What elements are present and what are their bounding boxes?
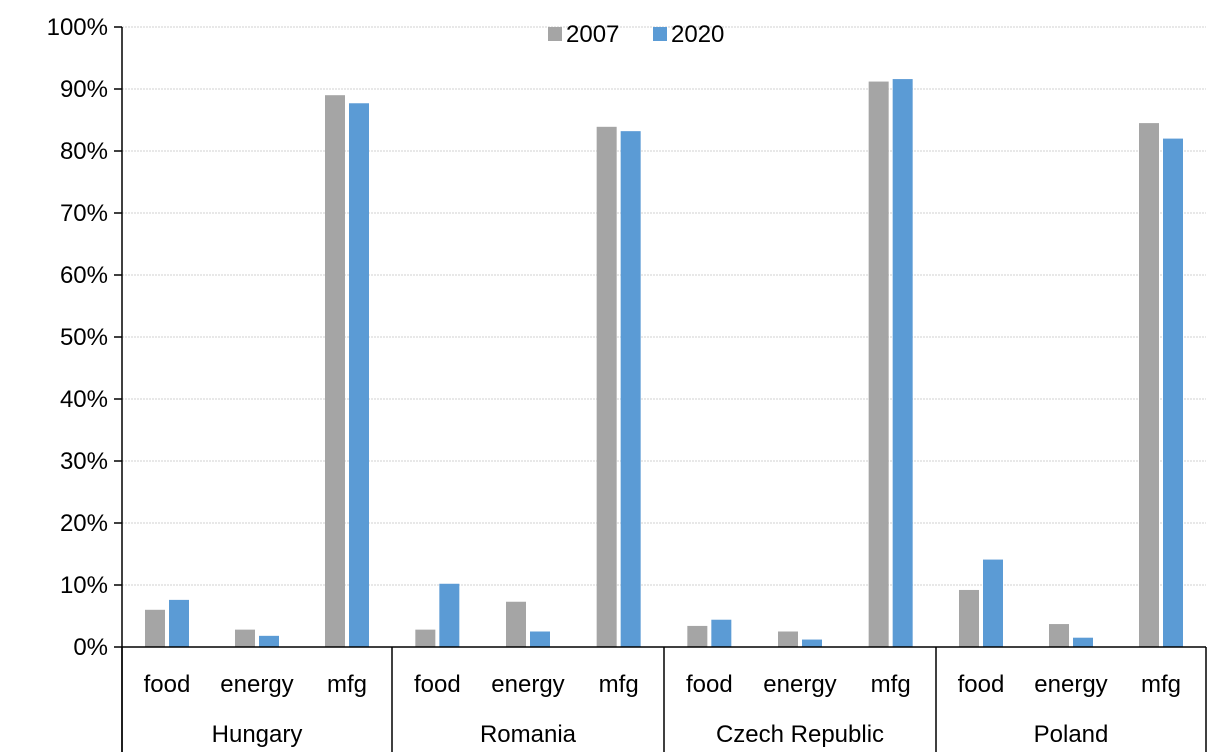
axes [114,26,1207,752]
group-label: Poland [1034,721,1109,748]
y-tick-label: 90% [60,76,108,103]
bar-2007 [778,631,798,647]
bar-2020 [259,635,279,647]
bar-2020 [620,131,641,647]
category-label: food [958,671,1005,698]
category-label: food [686,671,733,698]
y-tick-label: 80% [60,138,108,165]
legend-swatch [548,27,562,41]
y-tick-label: 40% [60,386,108,413]
category-label: mfg [871,671,911,698]
bar-2020 [439,583,460,647]
bars [145,79,1183,648]
category-label: food [144,671,191,698]
y-tick-label: 10% [60,572,108,599]
group-label: Czech Republic [716,721,884,748]
bar-2020 [711,619,732,647]
y-tick-label: 70% [60,200,108,227]
category-label: mfg [599,671,639,698]
bar-2020 [1073,637,1093,647]
bar-2007 [959,589,979,647]
legend: 2007 2020 [548,21,724,48]
y-tick-label: 0% [73,634,108,661]
category-label: energy [220,671,293,698]
bar-2020 [802,639,822,647]
category-label: mfg [1141,671,1181,698]
bar-2020 [169,599,189,647]
bar-2020 [530,631,550,647]
bar-2007 [1049,624,1069,647]
category-label: energy [1034,671,1107,698]
bar-2007 [145,609,165,647]
y-tick-label: 20% [60,510,108,537]
bar-2007 [415,629,436,647]
y-tick-label: 100% [47,14,108,41]
group-label: Romania [480,721,577,748]
bar-2007 [687,625,708,647]
bar-2007 [506,601,526,647]
y-tick-label: 30% [60,448,108,475]
bar-2007 [1139,123,1159,648]
bar-2007 [235,629,255,647]
y-tick-labels: 0% 10% 20% 30% 40% 50% 60% 70% 80% 90% 100% [47,14,108,661]
bar-2020 [892,79,913,647]
category-label: food [414,671,461,698]
x-category-labels: food energy mfg Hungary food energy mfg Romania… [144,671,1181,748]
bar-2007 [596,126,617,647]
y-tick-label: 60% [60,262,108,289]
legend-label: 2020 [671,21,724,48]
bar-2007 [325,95,345,647]
bar-2020 [1163,138,1183,647]
gridlines [122,26,1206,586]
legend-swatch [653,27,667,41]
group-label: Hungary [212,721,303,748]
category-label: mfg [327,671,367,698]
bar-2020 [983,559,1003,647]
category-label: energy [491,671,564,698]
legend-label: 2007 [566,21,619,48]
y-tick-label: 50% [60,324,108,351]
category-label: energy [763,671,836,698]
bar-2007 [868,81,889,647]
bar-2020 [349,103,369,647]
